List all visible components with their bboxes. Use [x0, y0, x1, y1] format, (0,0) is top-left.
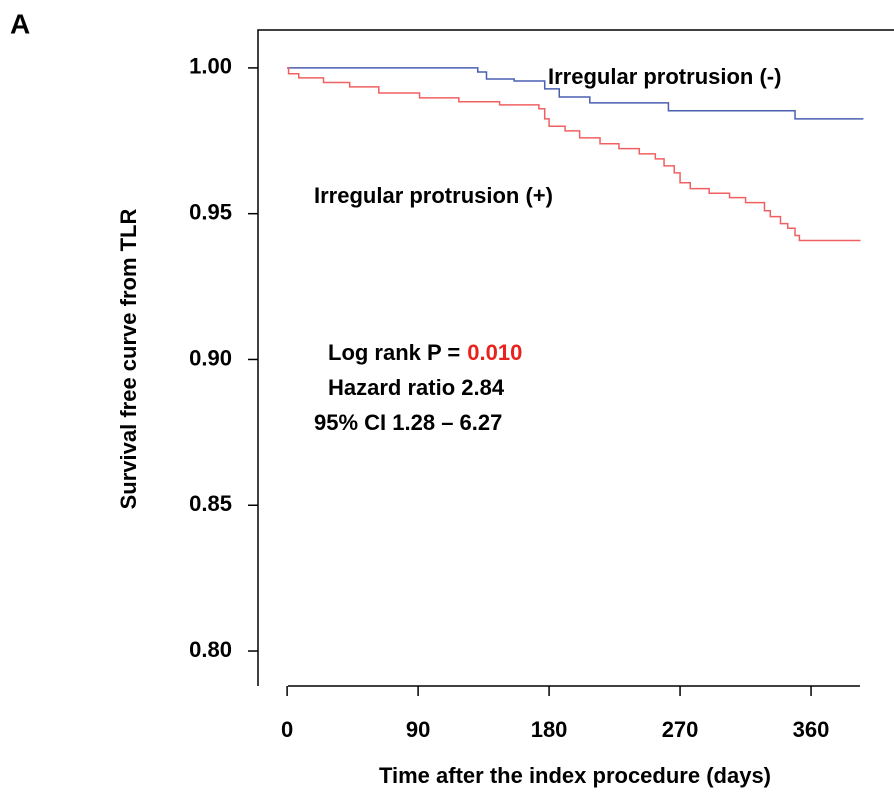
- panel-label: A: [10, 8, 30, 39]
- series-label: Irregular protrusion (+): [314, 183, 553, 208]
- plot-frame: [257, 29, 894, 686]
- x-axis-title: Time after the index procedure (days): [379, 763, 771, 788]
- y-axis-title: Survival free curve from TLR: [116, 209, 141, 510]
- survival-curve: [287, 67, 864, 120]
- p-value: 0.010: [467, 340, 522, 365]
- x-tick-label: 270: [662, 717, 699, 742]
- series-label: Irregular protrusion (-): [548, 64, 781, 89]
- survival-curve: [287, 67, 861, 242]
- y-tick-label: 1.00: [189, 54, 232, 79]
- x-tick-label: 360: [793, 717, 830, 742]
- x-tick-label: 0: [281, 717, 293, 742]
- annotation: Log rank P = 0.010: [328, 340, 522, 365]
- y-tick-label: 0.95: [189, 199, 232, 224]
- y-tick-label: 0.85: [189, 491, 232, 516]
- annotation: 95% CI 1.28 – 6.27: [314, 410, 502, 435]
- x-tick-label: 180: [531, 717, 568, 742]
- y-tick-label: 0.90: [189, 345, 232, 370]
- y-tick-label: 0.80: [189, 637, 232, 662]
- logrank-label: Log rank P =: [328, 340, 460, 365]
- annotation: Hazard ratio 2.84: [328, 375, 505, 400]
- x-tick-label: 90: [406, 717, 430, 742]
